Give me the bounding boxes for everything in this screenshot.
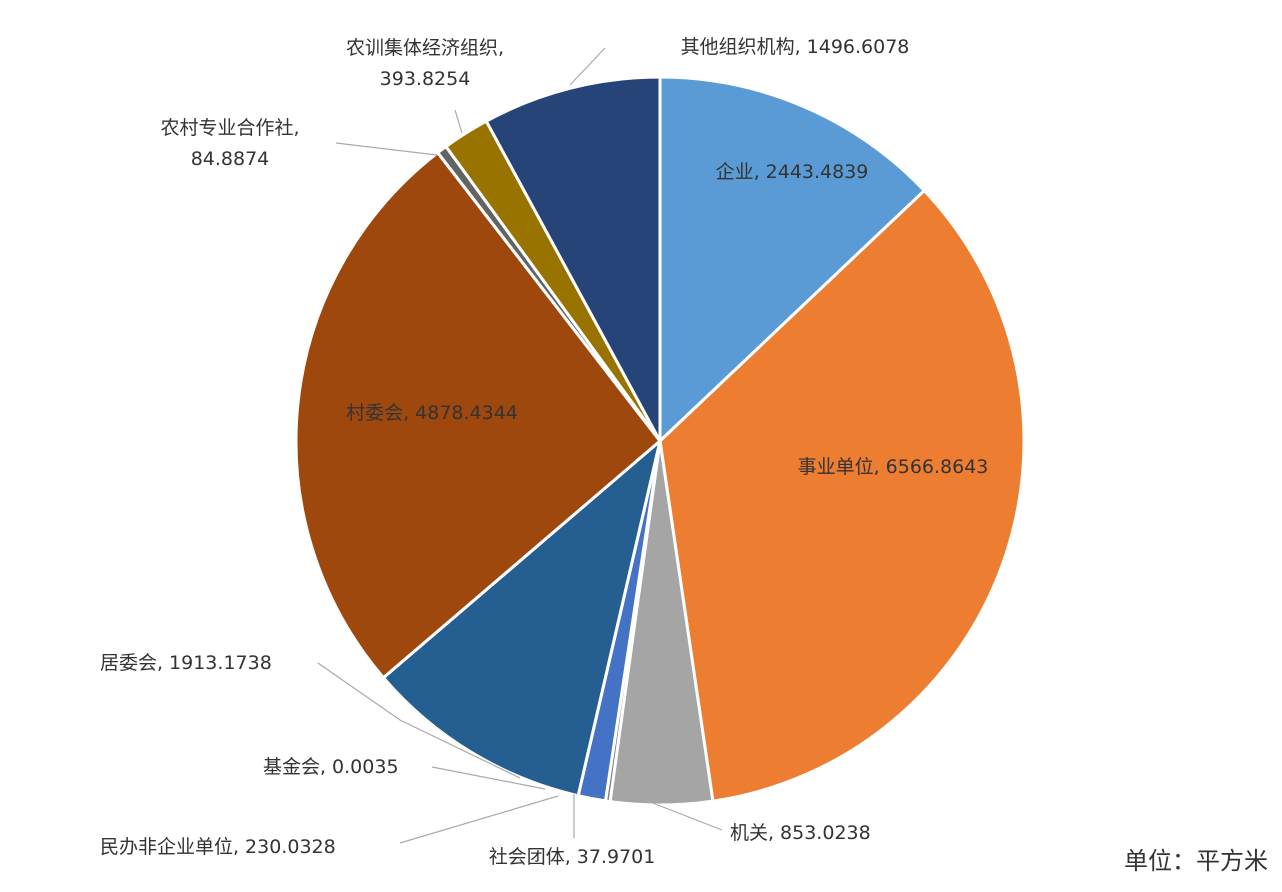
data-label: 村委会, 4878.4344 [346, 402, 518, 424]
leader-line [317, 662, 521, 779]
data-label: 社会团体, 37.9701 [489, 846, 656, 868]
label-value: 1496.6078 [807, 36, 910, 58]
label-value: 0.0035 [332, 756, 398, 778]
leader-line [644, 799, 723, 831]
label-category: 其他组织机构, [681, 36, 801, 58]
leader-line [399, 795, 559, 844]
data-label: 基金会, 0.0035 [263, 756, 399, 778]
data-label: 机关, 853.0238 [730, 822, 871, 844]
pie-slice [484, 75, 662, 442]
label-category: 农村专业合作社, [160, 117, 299, 139]
leader-line [454, 109, 463, 134]
data-label: 农村专业合作社, 84.8874 [160, 117, 299, 170]
label-category: 事业单位, [798, 456, 880, 478]
data-label: 农训集体经济组织, 393.8254 [346, 37, 504, 90]
data-label: 民办非企业单位, 230.0328 [100, 836, 336, 858]
pie-slice [381, 436, 663, 798]
label-category: 社会团体, [489, 846, 571, 868]
label-category: 民办非企业单位, [100, 836, 239, 858]
label-value: 37.9701 [577, 846, 656, 868]
label-value: 6566.8643 [886, 456, 989, 478]
pie-slice [658, 75, 927, 445]
label-value: 84.8874 [191, 148, 270, 170]
data-label: 其他组织机构, 1496.6078 [681, 36, 910, 58]
label-value: 230.0328 [245, 836, 336, 858]
label-category: 基金会, [263, 756, 326, 778]
unit-note: 单位：平方米 [1124, 847, 1268, 875]
label-value: 4878.4344 [415, 402, 518, 424]
label-value: 2443.4839 [766, 161, 869, 183]
pie-slice [294, 150, 663, 680]
pie-slice [658, 188, 1026, 803]
label-category: 机关, [730, 822, 774, 844]
label-value: 853.0238 [780, 822, 871, 844]
leader-line [569, 47, 606, 86]
leader-line [431, 766, 546, 790]
label-category: 村委会, [346, 402, 409, 424]
label-category: 居委会, [100, 652, 163, 674]
data-label: 企业, 2443.4839 [716, 161, 869, 183]
label-value: 393.8254 [380, 68, 471, 90]
label-category: 企业, [716, 161, 760, 183]
leader-line [335, 142, 438, 156]
data-label: 居委会, 1913.1738 [100, 652, 272, 674]
label-category: 农训集体经济组织, [346, 37, 504, 59]
label-value: 1913.1738 [169, 652, 272, 674]
data-label: 事业单位, 6566.8643 [798, 456, 989, 478]
